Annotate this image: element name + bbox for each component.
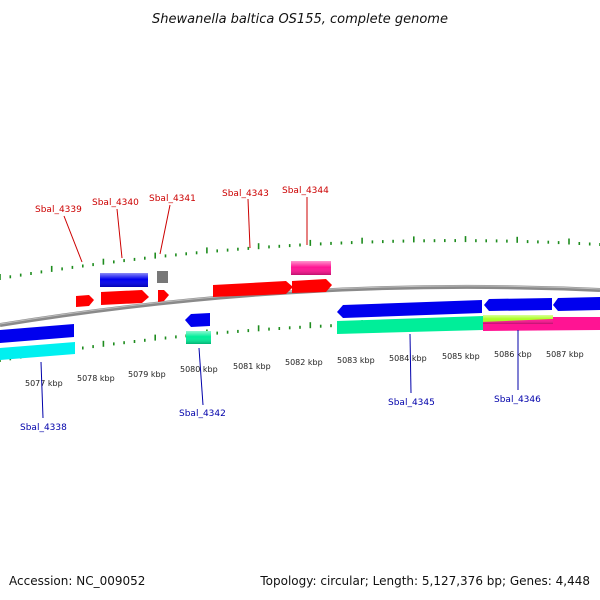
gene-arrow[interactable] xyxy=(101,290,149,305)
gene-arrow[interactable] xyxy=(337,316,483,334)
gene-label[interactable]: Sbal_4339 xyxy=(35,205,82,215)
accession-text: Accession: NC_009052 xyxy=(9,574,146,588)
kbp-label: 5085 kbp xyxy=(442,352,480,361)
kbp-axis-labels: 5077 kbp 5078 kbp 5079 kbp 5080 kbp 5081… xyxy=(25,350,584,388)
gene-box[interactable] xyxy=(553,317,600,325)
kbp-label: 5080 kbp xyxy=(180,365,218,374)
kbp-label: 5079 kbp xyxy=(128,370,166,379)
reverse-gene-callouts xyxy=(40,330,519,419)
gene-arrow[interactable] xyxy=(292,279,332,293)
gene-label[interactable]: Sbal_4346 xyxy=(494,395,541,405)
upper-tick-ring xyxy=(0,236,600,280)
gene-arrow[interactable] xyxy=(158,290,169,302)
reverse-strand-genes xyxy=(0,297,600,360)
gene-label[interactable]: Sbal_4338 xyxy=(20,423,67,433)
kbp-label: 5081 kbp xyxy=(233,362,271,371)
reverse-gene-labels: Sbal_4338 Sbal_4342 Sbal_4345 Sbal_4346 xyxy=(20,395,541,433)
kbp-label: 5086 kbp xyxy=(494,350,532,359)
gene-label[interactable]: Sbal_4341 xyxy=(149,194,196,204)
gene-label[interactable]: Sbal_4342 xyxy=(179,409,226,419)
gene-arrow[interactable] xyxy=(484,298,552,311)
kbp-label: 5083 kbp xyxy=(337,356,375,365)
gene-arrow[interactable] xyxy=(0,342,75,360)
forward-gene-labels: Sbal_4339 Sbal_4340 Sbal_4341 Sbal_4343 … xyxy=(35,186,329,215)
gene-shading xyxy=(100,261,553,344)
kbp-label: 5084 kbp xyxy=(389,354,427,363)
gene-arrow[interactable] xyxy=(0,324,74,343)
kbp-label: 5082 kbp xyxy=(285,358,323,367)
gene-arrow[interactable] xyxy=(213,281,293,297)
forward-gene-callouts xyxy=(63,197,308,263)
topology-stats: Topology: circular; Length: 5,127,376 bp… xyxy=(260,574,590,588)
map-title: Shewanella baltica OS155, complete genom… xyxy=(152,12,448,27)
gene-box[interactable] xyxy=(157,271,168,283)
gene-label[interactable]: Sbal_4344 xyxy=(282,186,329,196)
kbp-label: 5087 kbp xyxy=(546,350,584,359)
kbp-label: 5078 kbp xyxy=(77,374,115,383)
gene-arrow[interactable] xyxy=(185,313,210,327)
gene-label[interactable]: Sbal_4345 xyxy=(388,398,435,408)
gene-arrow[interactable] xyxy=(337,300,482,318)
gene-arrow[interactable] xyxy=(553,297,600,311)
gene-label[interactable]: Sbal_4340 xyxy=(92,198,139,208)
gene-arrow[interactable] xyxy=(76,295,94,307)
gene-label[interactable]: Sbal_4343 xyxy=(222,189,269,199)
kbp-label: 5077 kbp xyxy=(25,379,63,388)
